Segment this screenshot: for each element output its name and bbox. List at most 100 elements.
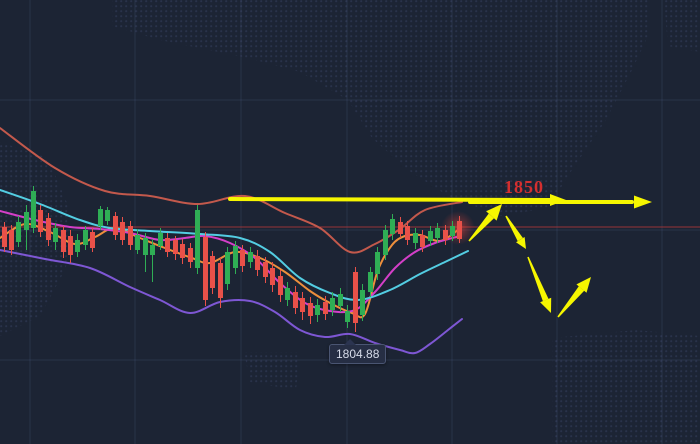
candle-body	[360, 290, 365, 315]
slow-ma-line	[0, 189, 469, 302]
candle	[38, 205, 43, 237]
candle	[240, 245, 245, 272]
candle	[225, 247, 230, 290]
candle-body	[135, 235, 140, 250]
candle-body	[285, 288, 290, 300]
candle-body	[233, 246, 238, 268]
candle-body	[210, 256, 215, 288]
candle	[98, 206, 103, 230]
candle-body	[353, 272, 358, 323]
candle-body	[38, 210, 43, 232]
candle	[383, 225, 388, 260]
candle-body	[9, 230, 14, 250]
candle	[143, 233, 148, 272]
candle-body	[405, 226, 410, 240]
candle	[300, 292, 305, 320]
candle	[150, 239, 155, 282]
brush-arrow-shaft	[557, 286, 585, 318]
candle-body	[375, 252, 380, 274]
candle-body	[338, 294, 343, 306]
candle-body	[457, 221, 462, 239]
candle-body	[16, 222, 21, 242]
candle	[24, 205, 29, 250]
candle	[105, 207, 110, 225]
candle-body	[330, 298, 335, 310]
candle	[353, 267, 358, 332]
candle-body	[128, 226, 133, 245]
candle	[293, 286, 298, 314]
candle-body	[105, 210, 110, 221]
brush-arrowhead-icon	[540, 297, 552, 313]
candle	[360, 284, 365, 321]
candle-body	[173, 240, 178, 254]
candle	[165, 233, 170, 257]
candle	[16, 216, 21, 247]
candle-body	[390, 219, 395, 234]
candles	[2, 186, 462, 332]
candle	[315, 299, 320, 322]
candle-body	[90, 232, 95, 248]
candle	[195, 205, 200, 274]
candle-body	[53, 228, 58, 242]
candle	[158, 228, 163, 250]
candle	[345, 305, 350, 328]
candle-body	[398, 222, 403, 234]
brush-arrowhead-icon	[516, 237, 526, 249]
candle-body	[315, 305, 320, 315]
candle	[233, 241, 238, 274]
candle-body	[368, 272, 373, 292]
candle-body	[420, 235, 425, 247]
candle	[61, 226, 66, 258]
candle-body	[98, 209, 103, 226]
brush-arrowhead-icon	[576, 277, 591, 293]
candle	[173, 236, 178, 260]
candle	[135, 229, 140, 254]
candle-body	[203, 237, 208, 300]
candle	[338, 288, 343, 312]
candle	[128, 221, 133, 250]
candle-body	[263, 262, 268, 277]
candle	[308, 297, 313, 324]
candle-body	[255, 256, 260, 270]
candle	[203, 232, 208, 306]
candle	[90, 228, 95, 252]
candle	[255, 250, 260, 276]
candle-body	[428, 231, 433, 241]
candle-body	[188, 248, 193, 262]
candle-body	[218, 263, 223, 298]
candle-body	[61, 230, 66, 252]
candle-body	[450, 226, 455, 236]
candle	[330, 292, 335, 316]
candle	[413, 228, 418, 249]
candle	[218, 257, 223, 308]
candle-body	[180, 244, 185, 258]
brush-arrow-shaft	[527, 256, 549, 302]
candle	[428, 226, 433, 246]
candle	[420, 230, 425, 252]
candle	[9, 225, 14, 255]
candle-body	[83, 230, 88, 245]
candle-body	[300, 298, 305, 312]
candle-body	[195, 210, 200, 268]
candle-body	[225, 252, 230, 284]
candle-body	[113, 216, 118, 235]
brush-arrow-shaft	[468, 213, 494, 242]
candle	[390, 214, 395, 240]
candle	[75, 234, 80, 257]
candle	[285, 282, 290, 306]
candle	[457, 216, 462, 243]
candle-body	[2, 227, 7, 247]
candle-body	[308, 303, 313, 316]
candle	[270, 262, 275, 292]
candle-body	[46, 218, 51, 240]
candle-body	[278, 276, 283, 295]
tooltip-pointer-icon	[344, 339, 356, 345]
candle	[68, 230, 73, 263]
candle-body	[435, 228, 440, 238]
candle	[398, 217, 403, 238]
candle-body	[270, 268, 275, 285]
candle	[188, 243, 193, 268]
candle-body	[443, 230, 448, 240]
